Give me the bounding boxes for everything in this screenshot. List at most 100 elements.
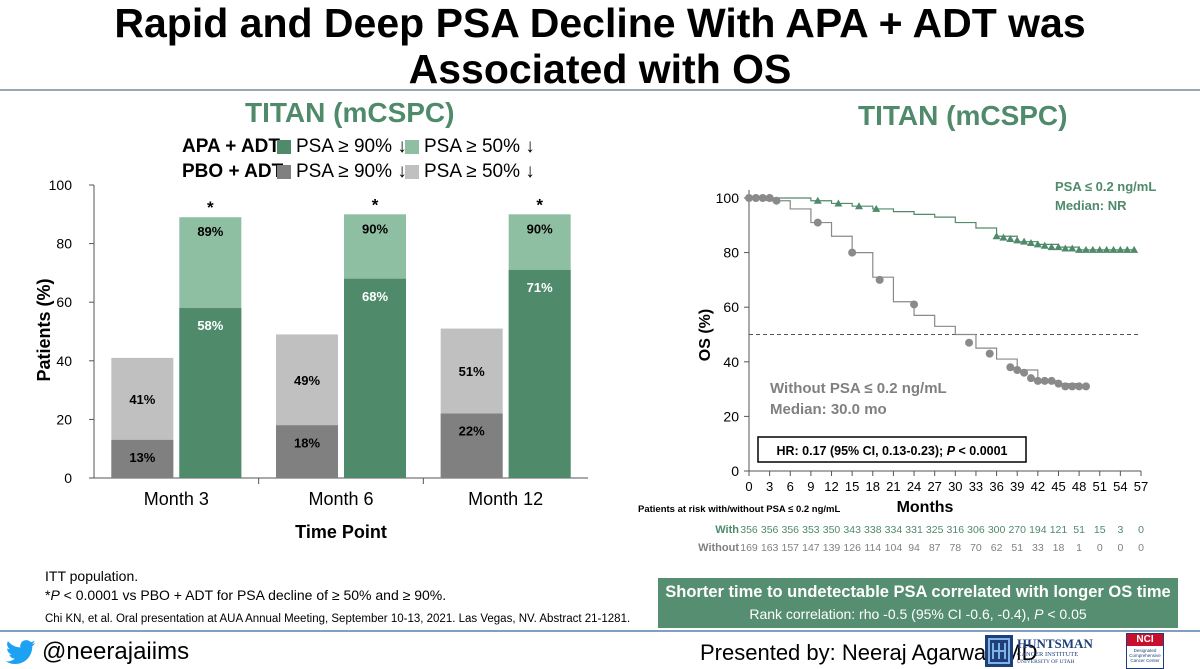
nci-label: NCI — [1127, 634, 1163, 646]
legend-swatch-pbo-50 — [405, 165, 419, 179]
bar-label-pbo-50: 49% — [294, 373, 320, 388]
risk-cell: 33 — [1032, 542, 1044, 554]
risk-cell: 51 — [1073, 524, 1085, 536]
risk-cell: 0 — [1097, 542, 1103, 554]
km-censor-marker-without — [1047, 376, 1056, 385]
km-censor-marker-without — [1061, 382, 1070, 391]
km-censor-marker-with — [1130, 245, 1139, 253]
risk-cell: 169 — [740, 542, 758, 554]
risk-cell: 114 — [864, 542, 881, 554]
km-censor-marker-without — [745, 194, 753, 202]
km-censor-marker-with — [1033, 240, 1042, 248]
km-x-tick-label: 3 — [766, 479, 773, 494]
legend-apa-label: APA + ADT: — [182, 136, 285, 157]
km-censor-marker-without — [910, 300, 919, 309]
bar-label-apa-50: 90% — [362, 221, 388, 236]
bar-category-label: Month 3 — [144, 489, 209, 509]
km-y-tick-label: 60 — [723, 299, 739, 315]
km-x-tick-label: 18 — [866, 479, 880, 494]
km-censor-marker-with — [1081, 245, 1090, 253]
km-x-tick-label: 30 — [948, 479, 962, 494]
hr-p-value: < 0.0001 — [955, 444, 1008, 458]
km-censor-marker-with — [1047, 243, 1056, 251]
callout-line2-a: Rank correlation: rho -0.5 (95% CI -0.6,… — [749, 606, 1035, 622]
km-censor-marker-with — [1095, 245, 1104, 253]
left-panel-title: TITAN (mCSPC) — [245, 97, 455, 128]
callout-p: P — [1034, 606, 1044, 622]
bar-y-axis-title: Patients (%) — [34, 278, 54, 381]
km-censor-marker-without — [751, 194, 760, 202]
footer-divider — [0, 630, 1200, 632]
risk-cell: 194 — [1029, 524, 1047, 536]
bar-label-apa-90: 58% — [197, 318, 223, 333]
risk-cell: 70 — [970, 542, 982, 554]
footnote-p: P — [50, 587, 60, 603]
significance-asterisk: * — [536, 195, 543, 214]
risk-row-label: With — [715, 524, 739, 536]
callout-line2: Rank correlation: rho -0.5 (95% CI -0.6,… — [658, 606, 1178, 622]
twitter-icon — [6, 640, 36, 664]
risk-cell: 15 — [1094, 524, 1106, 536]
legend-swatch-pbo-90 — [277, 165, 291, 179]
legend-pbo-label: PBO + ADT: — [182, 161, 288, 182]
bar-label-apa-90: 71% — [527, 280, 553, 295]
legend-swatch-apa-90 — [277, 140, 291, 154]
bar-category-label: Month 6 — [308, 489, 373, 509]
risk-cell: 87 — [929, 542, 941, 554]
km-censor-marker-with — [1116, 245, 1125, 253]
hr-p: P — [947, 444, 956, 458]
km-x-axis-title: Months — [897, 499, 954, 516]
km-censor-marker-without — [813, 218, 822, 227]
huntsman-logo-mark — [985, 635, 1013, 667]
km-censor-marker-without — [985, 349, 994, 358]
nci-badge: NCI Designated Comprehensive Cancer Cent… — [1126, 633, 1164, 669]
risk-cell: 139 — [823, 542, 841, 554]
km-censor-marker-without — [1040, 376, 1049, 385]
km-censor-marker-with — [1102, 245, 1111, 253]
km-censor-marker-with — [834, 199, 843, 207]
km-censor-marker-without — [765, 194, 774, 202]
km-censor-marker-with — [813, 196, 822, 204]
callout-line1: Shorter time to undetectable PSA correla… — [665, 583, 1171, 601]
bar-label-apa-90: 68% — [362, 289, 388, 304]
km-censor-marker-without — [1033, 376, 1042, 385]
risk-cell: 356 — [740, 524, 758, 536]
huntsman-sub2: UNIVERSITY OF UTAH — [1017, 659, 1075, 665]
slide-title-line1: Rapid and Deep PSA Decline With APA + AD… — [114, 0, 1086, 46]
km-y-tick-label: 20 — [723, 408, 739, 424]
correlation-callout: Shorter time to undetectable PSA correla… — [658, 578, 1178, 628]
callout-line2-b: < 0.05 — [1043, 606, 1087, 622]
km-y-tick-label: 80 — [723, 245, 739, 261]
risk-cell: 0 — [1117, 542, 1123, 554]
km-y-tick-label: 100 — [716, 190, 740, 206]
footnote-rest: < 0.0001 vs PBO + ADT for PSA decline of… — [59, 587, 447, 603]
bar-label-pbo-50: 51% — [459, 364, 485, 379]
risk-cell: 338 — [864, 524, 882, 536]
risk-cell: 306 — [967, 524, 985, 536]
bar-y-tick-label: 60 — [56, 294, 72, 310]
km-censor-marker-without — [848, 248, 857, 257]
risk-cell: 121 — [1050, 524, 1068, 536]
footnote-asterisk: * — [45, 587, 51, 603]
risk-table-title: Patients at risk with/without PSA ≤ 0.2 … — [638, 504, 840, 515]
bar-apa-90 — [508, 269, 571, 478]
legend-pbo-90: PSA ≥ 90% ↓ — [296, 161, 407, 182]
km-censor-marker-with — [1006, 234, 1015, 242]
right-panel-title: TITAN (mCSPC) — [858, 100, 1068, 131]
significance-asterisk: * — [372, 195, 379, 214]
km-x-tick-label: 42 — [1031, 479, 1045, 494]
huntsman-sub1: CANCER INSTITUTE — [1017, 651, 1079, 658]
footnote: ITT population. *P < 0.0001 vs PBO + ADT… — [45, 567, 446, 605]
bar-label-apa-50: 89% — [197, 224, 223, 239]
risk-cell: 126 — [843, 542, 861, 554]
footnote-line2: *P < 0.0001 vs PBO + ADT for PSA decline… — [45, 586, 446, 605]
hr-text-main: HR: 0.17 (95% CI, 0.13-0.23); — [776, 444, 946, 458]
bar-chart: 0 20 40 60 80 100 41% 13% 89% 58% * Month 3 49% 18% 90… — [34, 177, 588, 542]
km-x-tick-label: 57 — [1134, 479, 1148, 494]
km-censor-marker-without — [758, 194, 767, 202]
km-censor-marker-without — [1006, 363, 1015, 372]
km-x-tick-label: 6 — [787, 479, 794, 494]
risk-cell: 94 — [908, 542, 920, 554]
nci-sub: Designated Comprehensive Cancer Center — [1129, 648, 1161, 663]
km-censor-marker-with — [1026, 239, 1035, 247]
